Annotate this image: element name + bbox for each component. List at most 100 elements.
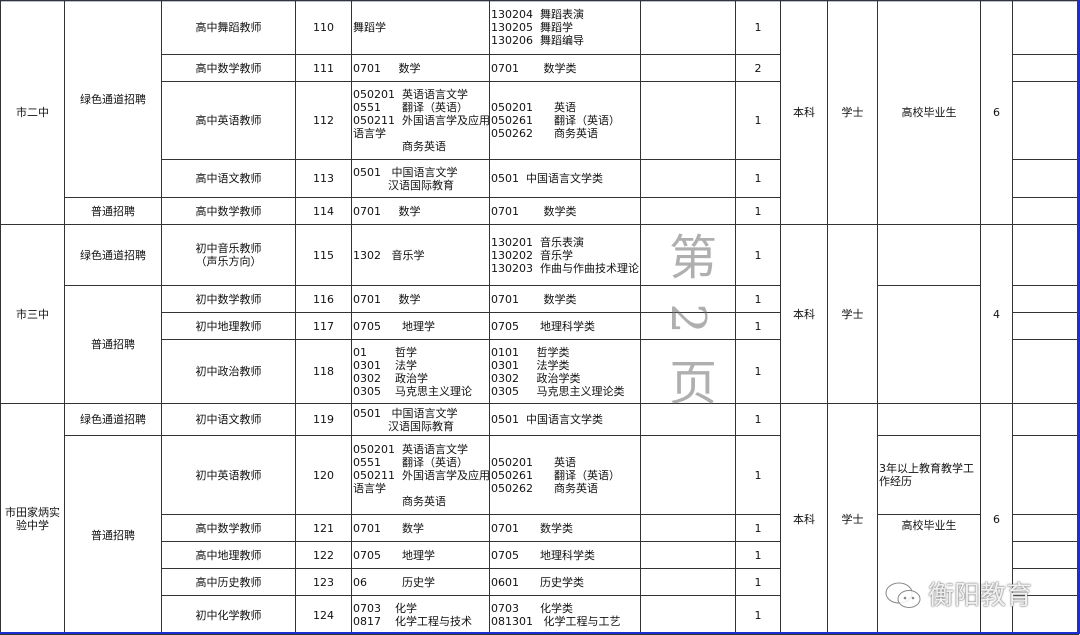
- recruit-channel: 绿色通道招聘: [64, 224, 162, 286]
- post-name: 初中化学教师: [161, 595, 296, 635]
- post-name: 高中历史教师: [161, 568, 296, 596]
- major-undergrad: 0701 数学: [351, 285, 490, 313]
- hire-count: 2: [735, 54, 781, 82]
- major-category: 130204 舞蹈表演 130205 舞蹈学 130206 舞蹈编导: [489, 0, 641, 55]
- table-row: 高中地理教师 122 0705 地理学 0705 地理科学类 1: [1, 541, 1079, 569]
- target-applicants: [877, 285, 981, 404]
- target-applicants: 3年以上教育教学工作经历: [877, 435, 981, 515]
- table-row: 高中数学教师 111 0701 数学 0701 数学类 2: [1, 54, 1079, 82]
- major-category: 050201 英语 050261 翻译（英语） 050262 商务英语: [489, 81, 641, 160]
- major-category: 050201 英语 050261 翻译（英语） 050262 商务英语: [489, 435, 641, 515]
- target-applicants: [877, 403, 981, 436]
- major-category: 130201 音乐表演 130202 音乐学 130203 作曲与作曲技术理论: [489, 224, 641, 286]
- remarks: [1012, 197, 1079, 225]
- blank-cell: [640, 339, 736, 404]
- major-category: 0501 中国语言文学类: [489, 403, 641, 436]
- table-row: 市田家炳实 验中学 绿色通道招聘 初中语文教师 119 0501 中国语言文学 汉语国际…: [0, 403, 1079, 635]
- post-code: 114: [295, 197, 352, 225]
- post-name: 初中地理教师: [161, 312, 296, 340]
- post-code: 122: [295, 541, 352, 569]
- remarks: [1012, 435, 1079, 515]
- education-level: 本科: [780, 0, 828, 225]
- blank-cell: [640, 159, 736, 198]
- remarks: [1012, 595, 1079, 635]
- remarks: [1012, 312, 1079, 340]
- recruit-channel: 普通招聘: [64, 197, 162, 225]
- blank-cell: [640, 435, 736, 515]
- table-row: 高中英语教师 112 050201 英语语言文学 0551 翻译（英语） 05021…: [1, 81, 1079, 160]
- remarks: [1012, 541, 1079, 569]
- blank-cell: [640, 197, 736, 225]
- post-code: 123: [295, 568, 352, 596]
- interview-ratio: 4: [980, 224, 1013, 404]
- hire-count: 1: [735, 568, 781, 596]
- major-undergrad: 050201 英语语言文学 0551 翻译（英语） 050211 外国语言学及应…: [351, 435, 490, 515]
- degree: 学士: [827, 224, 878, 404]
- remarks: [1012, 568, 1079, 596]
- hire-count: 1: [735, 312, 781, 340]
- table-row: 普通招聘 高中数学教师 114 0701 数学 0701 数学类 1: [1, 197, 1079, 225]
- school-name: 市田家炳实 验中学: [0, 403, 65, 635]
- blank-cell: [640, 541, 736, 569]
- hire-count: 1: [735, 541, 781, 569]
- post-name: 初中语文教师: [161, 403, 296, 436]
- post-code: 113: [295, 159, 352, 198]
- table-row: 高中语文教师 113 0501 中国语言文学 汉语国际教育 0501 中国语言文学类 1: [1, 159, 1079, 198]
- remarks: [1012, 54, 1079, 82]
- major-undergrad: 0703 化学 0817 化学工程与技术: [351, 595, 490, 635]
- table-row: 初中政治教师 118 01 哲学 0301 法学 0302 政治学 0305 马克思…: [1, 339, 1079, 404]
- blank-cell: [640, 514, 736, 542]
- remarks: [1012, 285, 1079, 313]
- major-undergrad: 0701 数学: [351, 197, 490, 225]
- target-applicants: [877, 224, 981, 286]
- major-category: 0701 数学类: [489, 285, 641, 313]
- blank-cell: [640, 595, 736, 635]
- table-row: 市二中 绿色通道招聘 高中舞蹈教师 110 舞蹈学 130204 舞蹈表演 130205 …: [0, 0, 1079, 225]
- recruit-channel: 普通招聘: [64, 435, 162, 635]
- post-code: 117: [295, 312, 352, 340]
- post-code: 111: [295, 54, 352, 82]
- table-row: 高中历史教师 123 06 历史学 0601 历史学类 1: [1, 568, 1079, 596]
- hire-count: 1: [735, 435, 781, 515]
- sheet-bottom-border: [0, 632, 1080, 634]
- major-undergrad: 0501 中国语言文学 汉语国际教育: [351, 159, 490, 198]
- major-undergrad: 0701 数学: [351, 514, 490, 542]
- blank-cell: [640, 568, 736, 596]
- remarks: [1012, 224, 1079, 286]
- post-name: 高中地理教师: [161, 541, 296, 569]
- major-undergrad: 0705 地理学: [351, 541, 490, 569]
- hire-count: 1: [735, 159, 781, 198]
- major-undergrad: 舞蹈学: [351, 0, 490, 55]
- hire-count: 1: [735, 224, 781, 286]
- hire-count: 1: [735, 0, 781, 55]
- major-undergrad: 1302 音乐学: [351, 224, 490, 286]
- education-level: 本科: [780, 224, 828, 404]
- target-applicants: 高校毕业生: [877, 0, 981, 225]
- interview-ratio: 6: [980, 403, 1013, 635]
- post-code: 120: [295, 435, 352, 515]
- blank-cell: [640, 54, 736, 82]
- remarks: [1012, 159, 1079, 198]
- recruit-channel: 普通招聘: [64, 285, 162, 404]
- remarks: [1012, 339, 1079, 404]
- recruit-channel: 绿色通道招聘: [64, 0, 162, 198]
- hire-count: 1: [735, 81, 781, 160]
- major-undergrad: 050201 英语语言文学 0551 翻译（英语） 050211 外国语言学及应…: [351, 81, 490, 160]
- hire-count: 1: [735, 285, 781, 313]
- major-category: 0101 哲学类 0301 法学类 0302 政治学类 0305 马克思主义理论…: [489, 339, 641, 404]
- school-name: 市三中: [0, 224, 65, 404]
- post-code: 115: [295, 224, 352, 286]
- post-name: 高中英语教师: [161, 81, 296, 160]
- scrollbar-edge: [1077, 0, 1080, 634]
- major-category: 0701 数学类: [489, 54, 641, 82]
- major-category: 0501 中国语言文学类: [489, 159, 641, 198]
- table-row: 普通招聘 初中英语教师 120 050201 英语语言文学 0551 翻译（英语） 0…: [1, 435, 1079, 635]
- major-undergrad: 06 历史学: [351, 568, 490, 596]
- remarks: [1012, 81, 1079, 160]
- target-applicants: 高校毕业生: [877, 514, 981, 635]
- major-category: 0705 地理科学类: [489, 541, 641, 569]
- post-code: 116: [295, 285, 352, 313]
- major-undergrad: 0701 数学: [351, 54, 490, 82]
- remarks: [1012, 403, 1079, 436]
